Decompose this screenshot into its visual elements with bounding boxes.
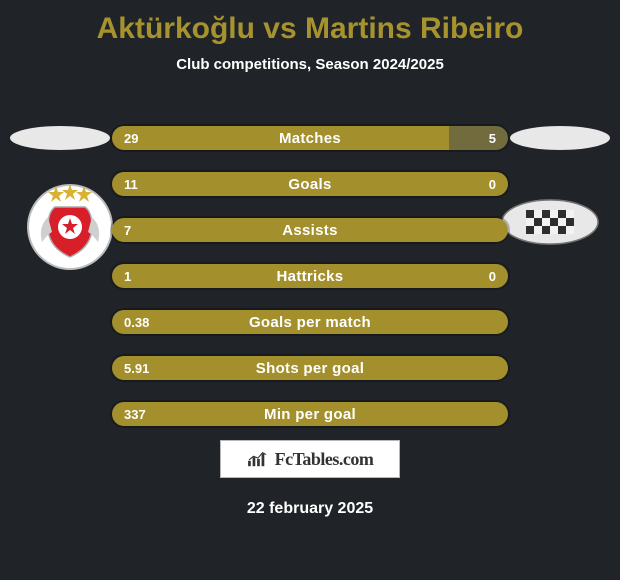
stat-label: Shots per goal <box>112 356 508 380</box>
stat-row: Min per goal337 <box>110 400 510 428</box>
boavista-crest-icon <box>500 197 600 247</box>
stat-value-right: 0 <box>489 172 496 196</box>
stat-value-left: 7 <box>124 218 131 242</box>
benfica-crest-icon <box>20 172 120 272</box>
fctables-logo: FcTables.com <box>220 440 400 478</box>
stat-label: Goals per match <box>112 310 508 334</box>
stat-value-left: 11 <box>124 172 138 196</box>
page-subtitle: Club competitions, Season 2024/2025 <box>0 56 620 73</box>
player-photo-left <box>10 126 110 150</box>
stat-bars: Matches295Goals110Assists7Hattricks10Goa… <box>110 124 510 446</box>
stat-row: Matches29 5 <box>110 124 510 152</box>
stat-value-left: 29 <box>124 126 138 150</box>
bar-chart-icon <box>247 450 269 468</box>
stat-row: Shots per goal5.91 <box>110 354 510 382</box>
stat-row: Assists7 <box>110 216 510 244</box>
stat-value-left: 1 <box>124 264 131 288</box>
date-text: 22 february 2025 <box>0 500 620 518</box>
club-badge-left <box>20 172 120 272</box>
player-photo-right <box>510 126 610 150</box>
stat-label: Hattricks <box>112 264 508 288</box>
stat-value-left: 0.38 <box>124 310 149 334</box>
stat-row: Hattricks1 0 <box>110 262 510 290</box>
stat-label: Min per goal <box>112 402 508 426</box>
fctables-logo-text: FcTables.com <box>275 449 374 470</box>
stat-row: Goals11 0 <box>110 170 510 198</box>
stat-label: Assists <box>112 218 508 242</box>
stat-label: Goals <box>112 172 508 196</box>
stat-value-right: 0 <box>489 264 496 288</box>
club-badge-right <box>500 172 600 272</box>
stat-row: Goals per match0.38 <box>110 308 510 336</box>
stat-label: Matches <box>112 126 508 150</box>
stat-value-left: 337 <box>124 402 146 426</box>
stat-value-right: 5 <box>489 126 496 150</box>
page-title: Aktürkoğlu vs Martins Ribeiro <box>0 0 620 46</box>
stat-value-left: 5.91 <box>124 356 149 380</box>
